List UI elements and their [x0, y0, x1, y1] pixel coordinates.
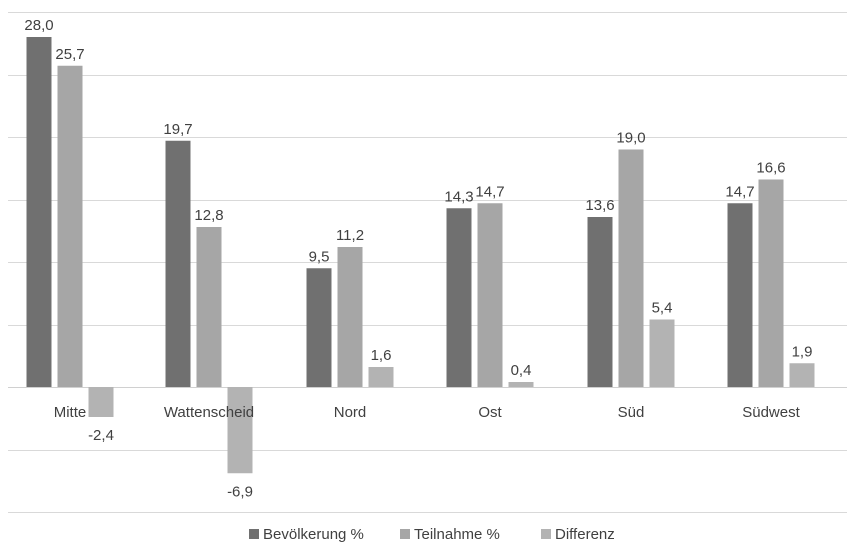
data-label: 19,0 [616, 130, 645, 147]
bar-teilnahme-4 [618, 149, 644, 387]
data-label: 25,7 [55, 46, 84, 63]
category-axis: Mitte Wattenscheid Nord Ost Süd Südwest [54, 404, 801, 421]
bar-differenz-5 [789, 363, 815, 387]
bar-bevoelkerung-2 [306, 268, 332, 387]
bar-differenz-0 [88, 387, 114, 417]
data-label: 9,5 [309, 248, 330, 265]
bar-marks [26, 37, 815, 474]
legend-entry: Teilnahme % [414, 526, 500, 543]
bar-teilnahme-0 [57, 65, 83, 387]
bar-differenz-3 [508, 382, 534, 387]
data-label: 19,7 [163, 121, 192, 138]
data-label: 16,6 [756, 160, 785, 177]
bar-bevoelkerung-5 [727, 203, 753, 387]
legend: Bevölkerung % Teilnahme % Differenz [249, 526, 615, 543]
data-label: 13,6 [585, 197, 614, 214]
data-label: 1,6 [371, 347, 392, 364]
data-label: 12,8 [194, 207, 223, 224]
bar-bevoelkerung-3 [446, 208, 472, 387]
bar-teilnahme-5 [758, 179, 784, 387]
legend-swatch [541, 529, 551, 539]
data-labels: 28,019,79,514,313,614,725,712,811,214,71… [24, 17, 812, 500]
bar-teilnahme-1 [196, 227, 222, 387]
data-label: 14,3 [444, 188, 473, 205]
category-label: Wattenscheid [164, 404, 254, 421]
category-label: Südwest [742, 404, 800, 421]
category-label: Ost [478, 404, 502, 421]
bar-bevoelkerung-4 [587, 217, 613, 387]
bar-bevoelkerung-1 [165, 140, 191, 387]
category-label: Nord [334, 404, 367, 421]
data-label: 1,9 [792, 343, 813, 360]
data-label: 0,4 [511, 362, 532, 379]
legend-entry: Differenz [555, 526, 615, 543]
category-label: Mitte [54, 404, 87, 421]
data-label: 11,2 [336, 227, 364, 244]
data-label: 14,7 [475, 183, 504, 200]
legend-entry: Bevölkerung % [263, 526, 364, 543]
bar-differenz-2 [368, 367, 394, 387]
bar-differenz-4 [649, 319, 675, 387]
data-label: -2,4 [88, 427, 114, 444]
legend-swatch [400, 529, 410, 539]
category-label: Süd [618, 404, 645, 421]
data-label: 5,4 [652, 300, 673, 317]
legend-swatch [249, 529, 259, 539]
bar-differenz-1 [227, 387, 253, 474]
data-label: 28,0 [24, 17, 53, 34]
bar-teilnahme-2 [337, 247, 363, 387]
data-label: 14,7 [725, 183, 754, 200]
data-label: -6,9 [227, 483, 253, 500]
bar-teilnahme-3 [477, 203, 503, 387]
bar-bevoelkerung-0 [26, 37, 52, 387]
gridlines [8, 12, 847, 513]
